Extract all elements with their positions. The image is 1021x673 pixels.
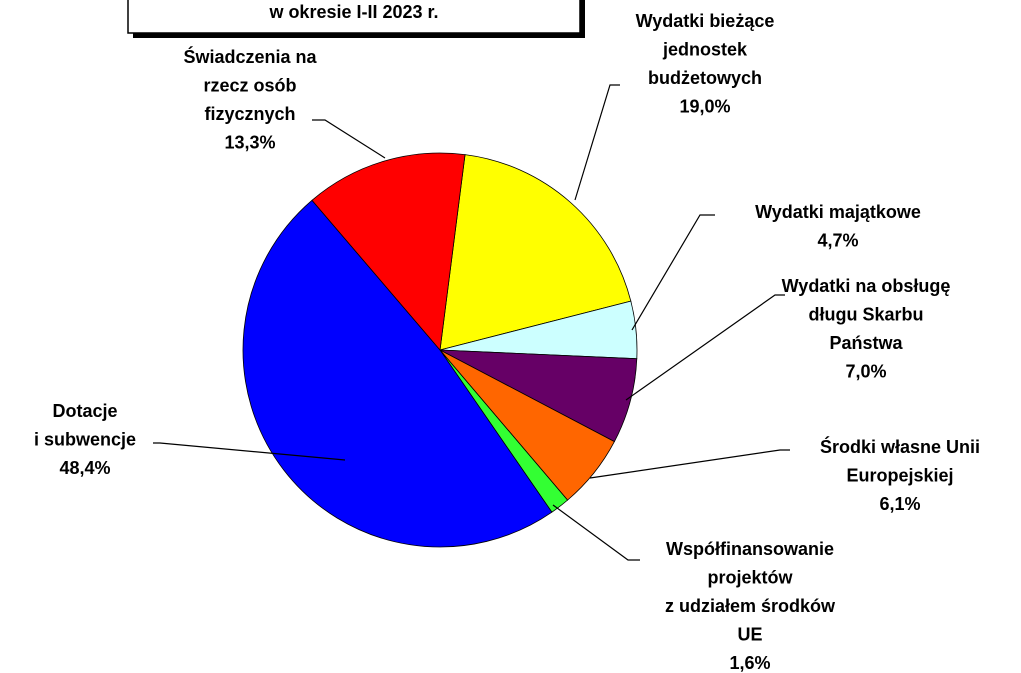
leader-line [589, 449, 790, 479]
leader-line [574, 84, 620, 201]
slice-label: z udziałem środków [665, 596, 836, 616]
slice-value-label: 4,7% [817, 230, 858, 250]
slice-label: Wydatki majątkowe [755, 202, 921, 222]
slice-value-label: 13,3% [224, 132, 275, 152]
slice-label: UE [737, 624, 762, 644]
slice-label: Świadczenia na [183, 46, 317, 67]
slice-label: Współfinansowanie [666, 539, 834, 559]
slice-label: Wydatki na obsługę [782, 276, 951, 296]
slice-label: projektów [707, 567, 793, 587]
pie-slice [242, 199, 553, 548]
pie-slice [439, 154, 632, 351]
slice-label: budżetowych [648, 68, 762, 88]
slice-label: Środki własne Unii [820, 436, 980, 457]
slice-label: długu Skarbu [808, 304, 923, 324]
slice-value-label: 48,4% [59, 458, 110, 478]
slice-value-label: 7,0% [845, 361, 886, 381]
title-box [127, 0, 581, 34]
leader-line [625, 294, 785, 401]
slice-label: Dotacje [52, 401, 117, 421]
chart-title: w okresie I-II 2023 r. [268, 2, 438, 22]
leader-line [312, 119, 386, 159]
leader-line [552, 504, 640, 561]
slice-label: Europejskiej [846, 465, 953, 485]
slice-label: Państwa [829, 333, 903, 353]
slice-label: i subwencje [34, 429, 136, 449]
slice-label: Wydatki bieżące [636, 11, 775, 31]
leader-line [153, 442, 346, 461]
slice-value-label: 19,0% [679, 96, 730, 116]
slice-value-label: 6,1% [879, 494, 920, 514]
leader-line [631, 214, 715, 331]
pie-slice [311, 152, 466, 351]
slice-label: jednostek [662, 39, 748, 59]
slice-value-label: 1,6% [729, 653, 770, 673]
slice-label: fizycznych [204, 104, 295, 124]
slice-label: rzecz osób [203, 75, 296, 95]
